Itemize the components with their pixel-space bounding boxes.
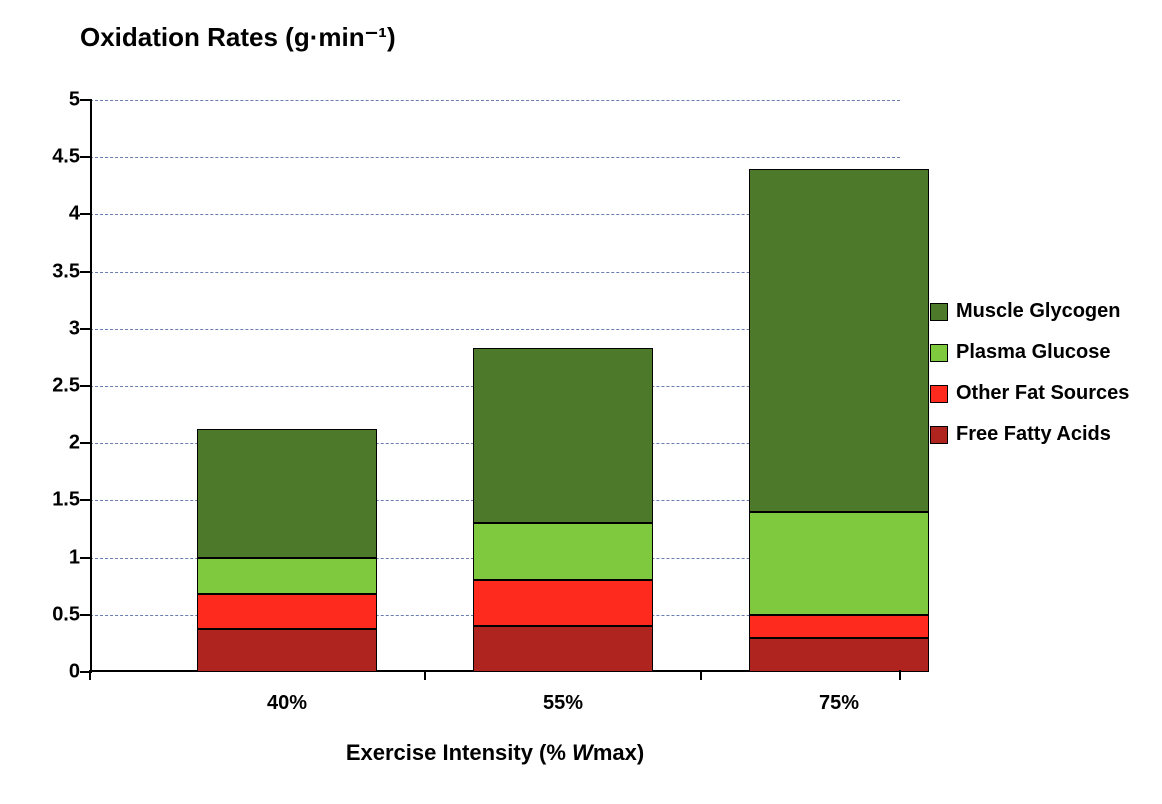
x-tick-label: 40% [267, 692, 307, 715]
bar-segment [473, 348, 653, 523]
legend: Muscle Glycogen Plasma Glucose Other Fat S… [930, 300, 1129, 464]
y-tick-label: 1 [69, 546, 80, 569]
bar-segment [473, 580, 653, 626]
x-tick [424, 670, 426, 680]
bar-segment [197, 629, 377, 672]
y-tick-label: 0 [69, 661, 80, 684]
bar-segment [197, 429, 377, 557]
x-tick-label: 55% [543, 692, 583, 715]
y-tick-label: 4 [69, 203, 80, 226]
bar-segment [749, 169, 929, 512]
x-tick [700, 670, 702, 680]
legend-item: Plasma Glucose [930, 341, 1129, 364]
bar-segment [197, 594, 377, 628]
xlabel-italic: W [572, 740, 593, 765]
y-tick-label: 4.5 [52, 146, 80, 169]
legend-item: Other Fat Sources [930, 382, 1129, 405]
oxidation-chart: Oxidation Rates (g·min⁻¹) 0 0.5 1 1.5 2 2.5 3 3… [0, 0, 1162, 804]
y-tick-label: 3 [69, 317, 80, 340]
x-tick [899, 670, 901, 680]
y-tick-label: 0.5 [52, 603, 80, 626]
y-tick-label: 2.5 [52, 375, 80, 398]
legend-swatch [930, 303, 948, 321]
legend-label: Other Fat Sources [956, 382, 1129, 405]
bar-segment [749, 615, 929, 638]
legend-swatch [930, 426, 948, 444]
legend-item: Free Fatty Acids [930, 423, 1129, 446]
x-tick [89, 670, 91, 680]
x-tick-label: 75% [819, 692, 859, 715]
legend-label: Plasma Glucose [956, 341, 1111, 364]
xlabel-prefix: Exercise Intensity (% [346, 740, 572, 765]
bar-segment [197, 558, 377, 595]
y-tick-label: 1.5 [52, 489, 80, 512]
xlabel-suffix: max) [593, 740, 644, 765]
legend-swatch [930, 385, 948, 403]
y-tick-label: 3.5 [52, 260, 80, 283]
gridline [90, 157, 900, 158]
x-axis-title: Exercise Intensity (% Wmax) [346, 740, 644, 766]
bar-segment [749, 512, 929, 615]
bar-segment [473, 626, 653, 672]
chart-title: Oxidation Rates (g·min⁻¹) [80, 22, 396, 53]
gridline [90, 100, 900, 101]
legend-item: Muscle Glycogen [930, 300, 1129, 323]
bar-segment [473, 523, 653, 580]
legend-label: Muscle Glycogen [956, 300, 1121, 323]
legend-label: Free Fatty Acids [956, 423, 1111, 446]
y-axis [90, 100, 92, 672]
y-tick-label: 2 [69, 432, 80, 455]
bar-segment [749, 638, 929, 672]
legend-swatch [930, 344, 948, 362]
y-tick-label: 5 [69, 89, 80, 112]
